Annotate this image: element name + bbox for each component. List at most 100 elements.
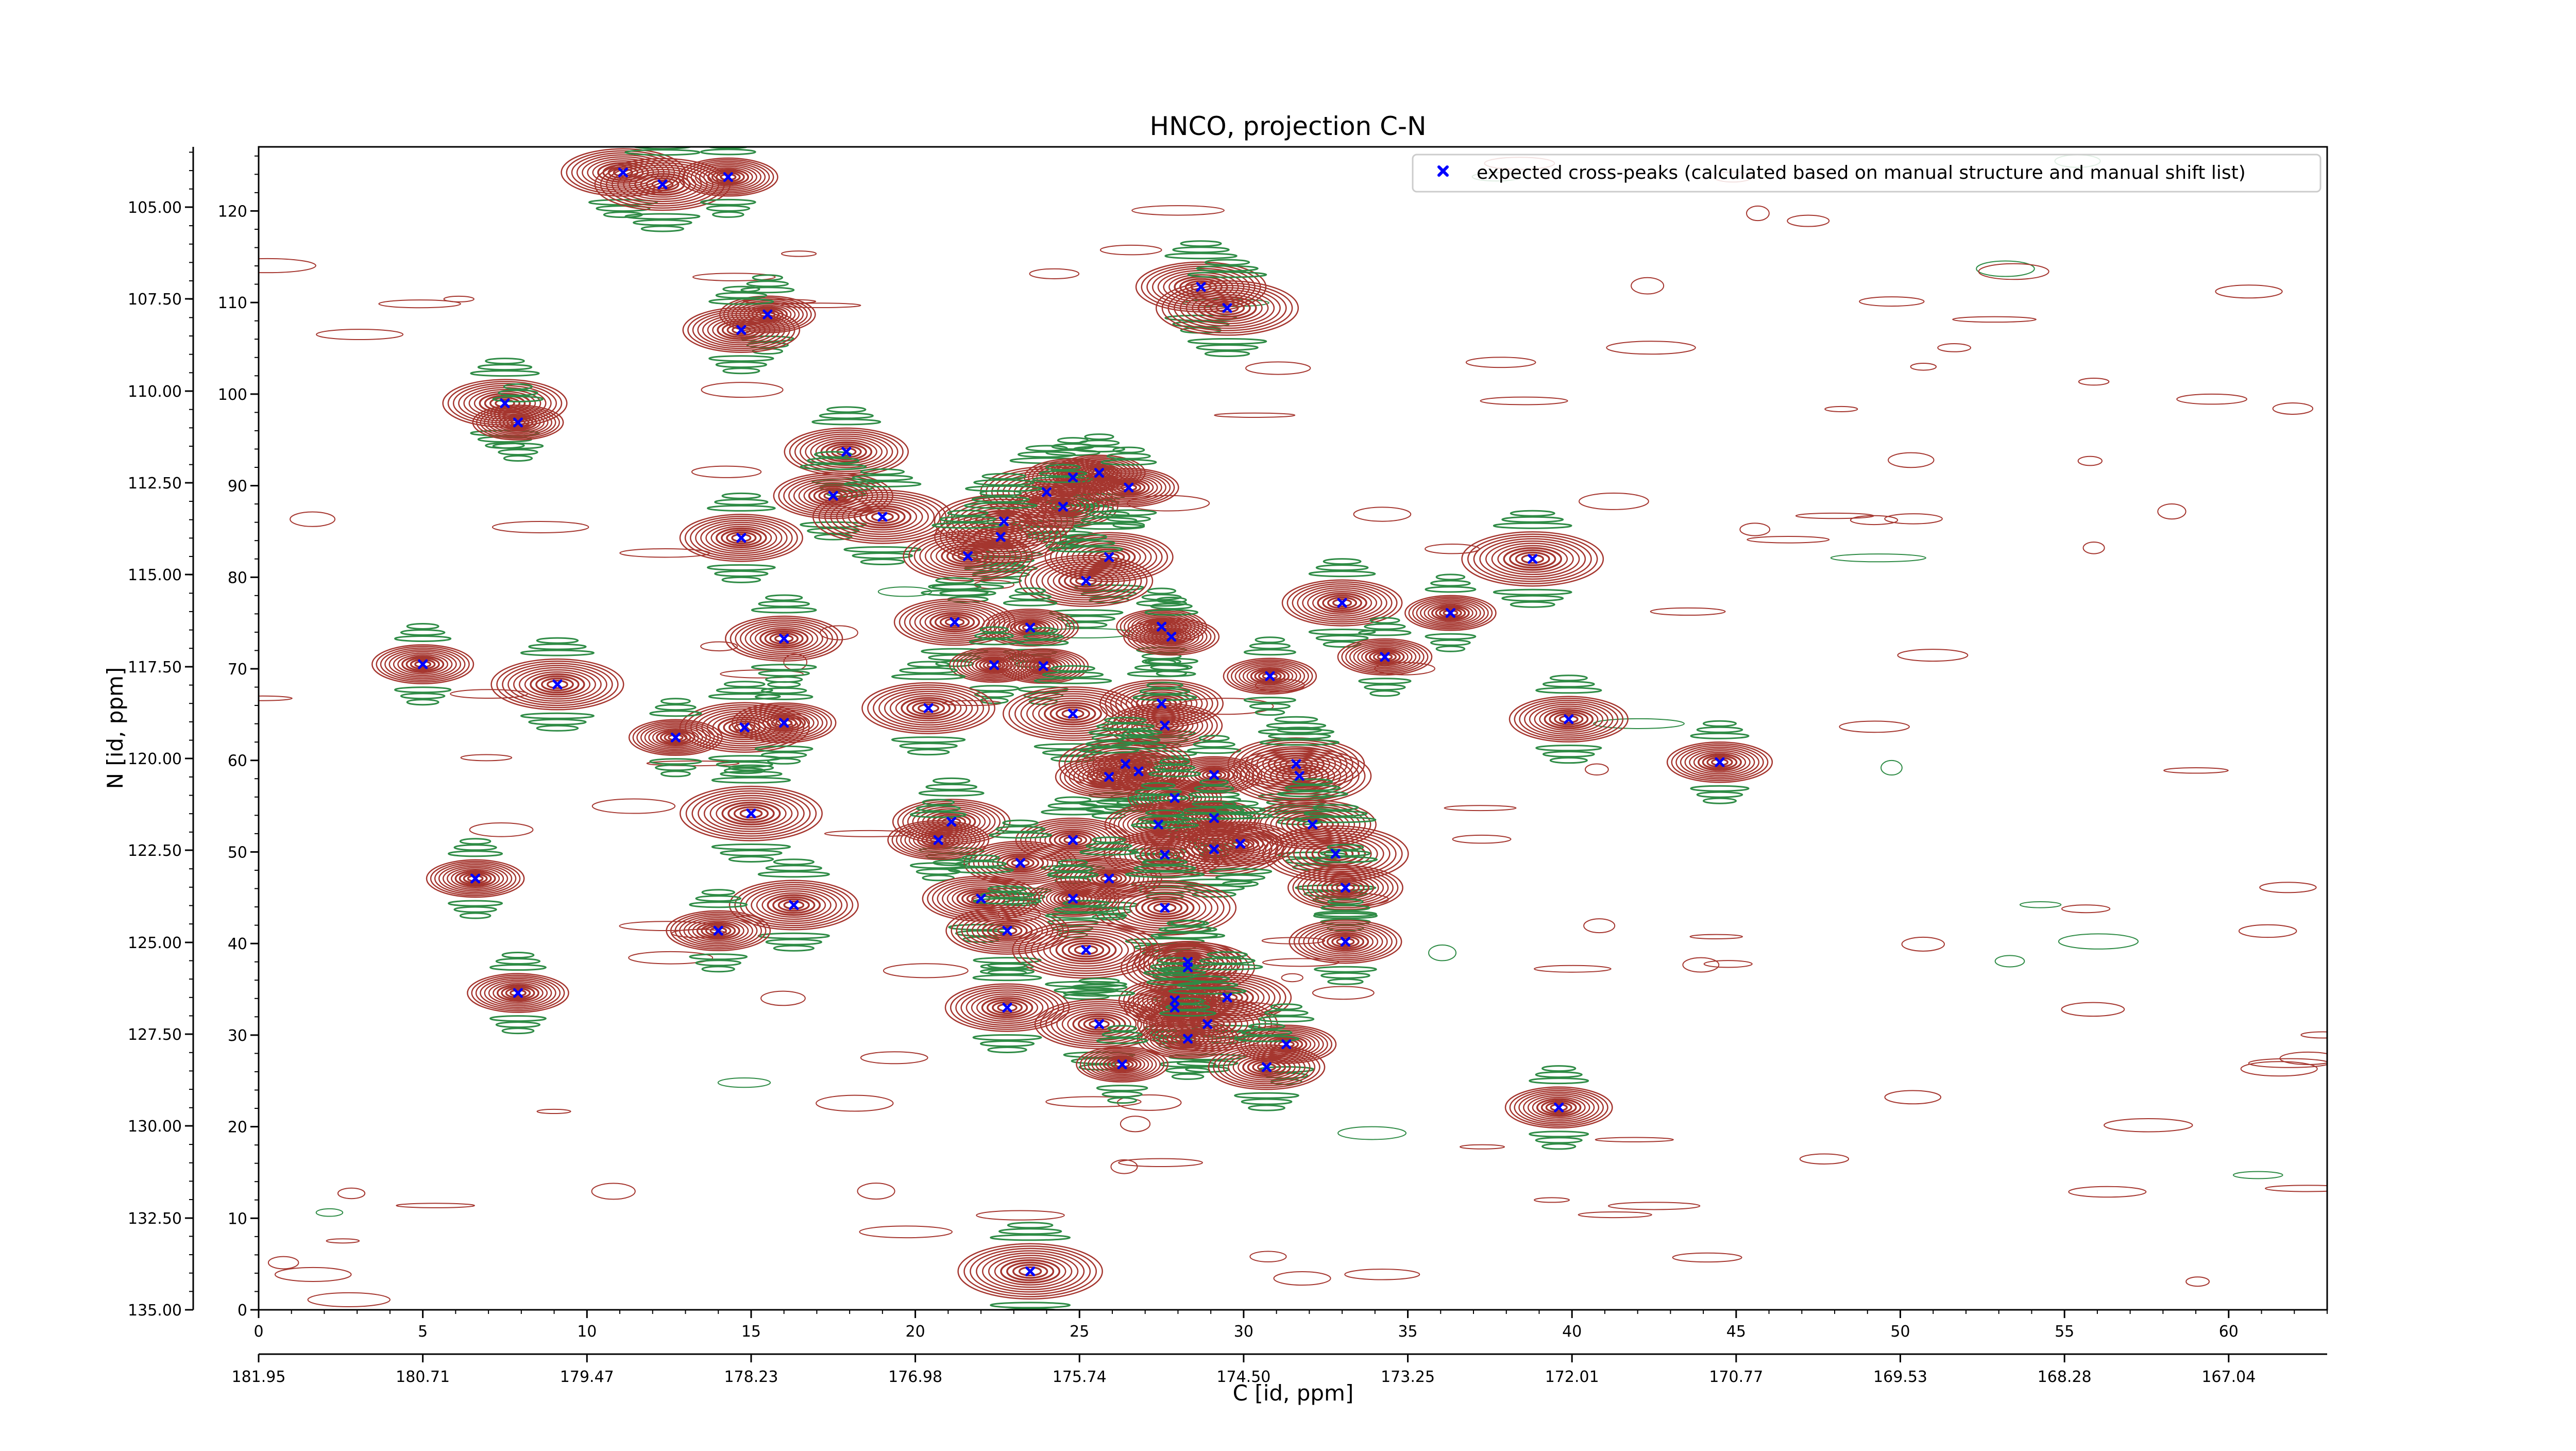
- peak-contour: [1213, 1046, 1320, 1088]
- peak-contour: [1179, 1035, 1197, 1043]
- negative-contour: [1143, 969, 1206, 976]
- peak-contour: [709, 797, 793, 830]
- negative-contour: [633, 147, 692, 150]
- peak-marker-stroke: [1330, 849, 1341, 859]
- x-ppm-tick-label: 181.95: [232, 1368, 286, 1386]
- negative-contour: [1028, 627, 1058, 634]
- noise-contour: [860, 1051, 928, 1065]
- peak-contour: [480, 977, 556, 1008]
- negative-contour: [1535, 745, 1602, 752]
- negative-contour: [1542, 751, 1595, 758]
- peak-contour: [1190, 765, 1239, 785]
- peak-contour: [1003, 686, 1143, 741]
- peak-marker-stroke: [1209, 844, 1219, 854]
- negative-contour: [624, 213, 701, 220]
- negative-contour: [1314, 910, 1377, 918]
- peak-contour: [1061, 940, 1111, 960]
- peak-contour: [692, 920, 744, 941]
- peak-contour: [1317, 930, 1374, 953]
- noise-contour: [976, 1210, 1065, 1221]
- peak-contour: [1302, 820, 1323, 829]
- peak-contour: [1060, 859, 1158, 898]
- peak-contour: [484, 980, 552, 1007]
- peak-contour: [1248, 1029, 1324, 1059]
- negative-contour: [1248, 1104, 1285, 1111]
- peak-contour: [496, 661, 619, 708]
- peak-contour: [1147, 627, 1196, 647]
- negative-contour: [1501, 595, 1564, 602]
- negative-contour: [1215, 806, 1266, 814]
- noise-contour: [1281, 973, 1303, 983]
- peak-contour: [1518, 1091, 1600, 1124]
- peak-contour: [773, 472, 893, 519]
- peak-contour: [1303, 925, 1388, 958]
- peak-contour: [1163, 633, 1180, 640]
- peak-contour: [1126, 710, 1204, 741]
- peak-contour: [788, 478, 878, 514]
- negative-contour: [1172, 246, 1230, 254]
- peak-contour: [483, 409, 553, 436]
- peak-marker: [1015, 858, 1026, 868]
- negative-contour: [758, 600, 810, 608]
- negative-contour: [860, 468, 905, 475]
- negative-contour: [773, 858, 815, 866]
- negative-contour: [1234, 1035, 1299, 1042]
- negative-contour: [1308, 570, 1376, 578]
- noise-contour: [1859, 296, 1925, 307]
- peak-contour: [914, 606, 995, 638]
- y-ppm-axis: 135.00 132.50 130.00 127.50 125.00 122.50 120.…: [128, 147, 194, 1320]
- noise-contour: [591, 1183, 636, 1200]
- peak-marker-stroke: [1160, 903, 1170, 913]
- noise-contour: [859, 1225, 953, 1239]
- negative-contour: [503, 454, 533, 462]
- negative-contour: [1023, 633, 1064, 640]
- peak-contour: [1151, 628, 1192, 645]
- peak-marker-stroke: [1068, 893, 1078, 904]
- peak-marker-layer: [418, 167, 1725, 1276]
- peak-contour: [1100, 874, 1118, 883]
- negative-contour: [1435, 573, 1466, 581]
- negative-contour: [1241, 1029, 1293, 1036]
- negative-contour: [1358, 629, 1412, 636]
- peak-contour: [438, 864, 513, 893]
- peak-contour: [848, 503, 918, 531]
- peak-contour: [1144, 846, 1185, 863]
- peak-contour: [1153, 903, 1177, 913]
- negative-contour: [760, 687, 807, 694]
- peak-contour: [775, 719, 793, 727]
- peak-contour: [1123, 891, 1207, 924]
- peak-marker-stroke: [1104, 772, 1114, 782]
- peak-marker: [1183, 1034, 1193, 1044]
- negative-contour: [1425, 586, 1477, 593]
- peak-contour: [1149, 1023, 1226, 1054]
- noise-contour: [1029, 268, 1080, 279]
- peak-contour: [1254, 669, 1286, 683]
- negative-contour: [394, 686, 452, 694]
- peak-contour: [1082, 766, 1136, 788]
- peak-contour: [1232, 1054, 1301, 1081]
- peak-contour: [968, 654, 1021, 676]
- peak-contour: [1018, 923, 1154, 976]
- negative-contour: [640, 225, 684, 232]
- negative-contour: [1045, 981, 1127, 988]
- negative-contour: [722, 285, 760, 293]
- peak-contour: [953, 649, 1036, 682]
- negative-contour: [1101, 1091, 1143, 1098]
- peak-marker-stroke: [1294, 771, 1304, 781]
- noise-contour: [1534, 965, 1612, 973]
- negative-contour: [1141, 782, 1176, 789]
- negative-contour: [1122, 730, 1155, 737]
- negative-contour: [963, 502, 1038, 509]
- negative-contour: [1039, 470, 1088, 477]
- peak-marker-stroke: [976, 893, 986, 904]
- negative-contour: [1084, 433, 1114, 441]
- peak-contour: [495, 413, 541, 432]
- negative-contour: [1276, 727, 1323, 734]
- peak-contour: [997, 1003, 1018, 1013]
- peak-contour: [1095, 771, 1123, 783]
- noise-contour: [717, 1077, 771, 1088]
- peak-marker: [739, 722, 750, 733]
- peak-marker-stroke: [1117, 1059, 1127, 1070]
- peak-contour: [899, 600, 1011, 644]
- peak-contour: [491, 412, 545, 433]
